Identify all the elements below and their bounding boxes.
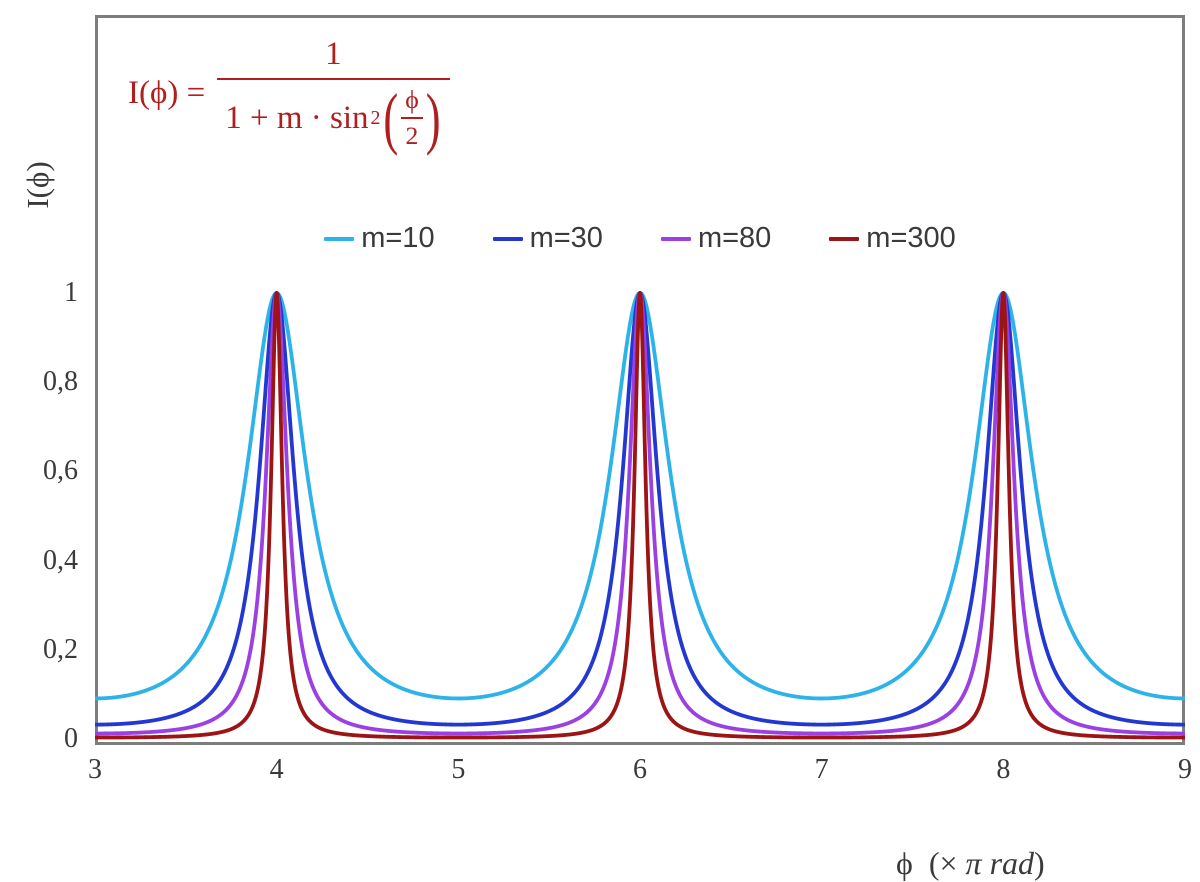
legend-item-label: m=80 — [697, 222, 772, 254]
curve-m=30 — [95, 291, 1185, 727]
x-axis-title-pre: ϕ (× — [896, 845, 966, 881]
formula-numerator: 1 — [217, 36, 450, 80]
inner-denominator: 2 — [405, 121, 419, 150]
formula-lhs: I(ϕ) = — [128, 75, 206, 111]
legend-item: m=10 — [324, 222, 435, 255]
x-axis-title-post: ) — [1034, 845, 1045, 881]
legend-item: m=30 — [492, 222, 603, 255]
x-tick-label: 5 — [451, 754, 466, 785]
y-tick-label: 0,6 — [43, 455, 78, 487]
legend: m=10 m=30 m=80 m=300 — [95, 222, 1185, 255]
legend-swatch — [492, 236, 523, 241]
formula-inner-fraction: ϕ 2 — [401, 85, 423, 151]
legend-item-label: m=300 — [866, 222, 956, 254]
legend-swatch — [324, 236, 355, 241]
formula-fraction: 1 1 + m · sin 2 ( ϕ 2 ) — [217, 36, 450, 157]
y-tick-label: 0,8 — [43, 366, 78, 398]
chart-frame — [95, 15, 1185, 745]
legend-item: m=80 — [660, 222, 772, 255]
x-tick-label: 3 — [88, 754, 102, 785]
curve-m=300 — [95, 291, 1185, 740]
x-axis-title-italic: π rad — [965, 845, 1035, 881]
open-paren: ( — [383, 78, 399, 157]
y-tick-label: 1 — [64, 277, 78, 308]
x-tick-label: 4 — [269, 754, 284, 785]
x-tick-label: 6 — [633, 754, 647, 785]
formula: I(ϕ) = 1 1 + m · sin 2 ( ϕ 2 ) — [128, 36, 450, 157]
x-tick-label: 7 — [814, 754, 829, 785]
legend-swatch — [660, 236, 691, 241]
y-tick-label: 0,2 — [43, 633, 78, 665]
plot-svg — [95, 291, 1185, 740]
legend-swatch — [829, 236, 860, 241]
y-tick-label: 0,4 — [43, 544, 78, 576]
inner-numerator: ϕ — [401, 85, 423, 119]
formula-denominator: 1 + m · sin 2 ( ϕ 2 ) — [225, 78, 441, 157]
x-tick-label: 9 — [1178, 754, 1192, 785]
y-tick-label: 0 — [64, 723, 78, 754]
legend-item-label: m=30 — [529, 222, 603, 254]
x-tick-label: 8 — [996, 754, 1011, 785]
close-paren: ) — [425, 78, 441, 157]
legend-item: m=300 — [829, 222, 956, 255]
y-axis-title: I(ϕ) — [20, 161, 55, 209]
formula-den-prefix: 1 + m · sin — [225, 99, 369, 136]
legend-item-label: m=10 — [361, 222, 435, 254]
curve-m=80 — [95, 291, 1185, 736]
x-axis-title: ϕ (× π rad) — [880, 808, 1045, 882]
